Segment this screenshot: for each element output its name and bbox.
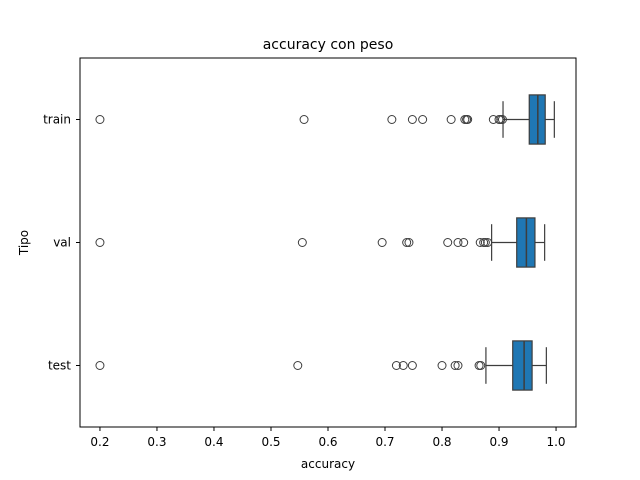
outlier-point [474,361,484,370]
outlier-point [398,361,408,370]
outlier-point [402,238,412,247]
iqr-box-test [512,340,533,391]
outlier-point [459,238,469,247]
y-tick-label: val [53,236,71,250]
x-axis-label: accuracy [301,457,355,471]
outlier-point [483,238,493,247]
outlier-point [443,238,453,247]
outlier-point [299,115,309,124]
y-axis: train val test [43,113,80,373]
outlier-point [297,238,307,247]
outlier-point [437,361,447,370]
outlier-point [453,238,463,247]
y-axis-label: Tipo [17,230,31,256]
outlier-point [480,238,490,247]
outlier-point [497,115,507,124]
outlier-point [387,115,397,124]
box-val [95,217,546,268]
x-tick-label: 0.5 [261,435,280,449]
chart-title: accuracy con peso [263,37,394,53]
x-tick-label: 0.8 [432,435,451,449]
outlier-point [391,361,401,370]
plot-area [95,94,555,391]
x-tick-label: 1.0 [546,435,565,449]
x-tick-label: 0.6 [318,435,337,449]
outlier-point [475,238,485,247]
outlier-point [453,361,463,370]
outlier-point [450,361,460,370]
outlier-point [418,115,428,124]
outlier-point [476,361,486,370]
x-tick-label: 0.4 [204,435,223,449]
x-axis: 0.2 0.3 0.4 0.5 0.6 0.7 0.8 0.9 1.0 [90,427,566,449]
y-tick-label: test [48,359,71,373]
box-train [95,94,555,145]
outlier-point [488,115,498,124]
x-tick-label: 0.2 [90,435,109,449]
outlier-point [407,361,417,370]
x-tick-label: 0.3 [147,435,166,449]
outlier-point [293,361,303,370]
x-tick-label: 0.9 [489,435,508,449]
outlier-point [95,361,105,370]
outlier-point [404,238,414,247]
outlier-point [463,115,473,124]
y-tick-label: train [43,113,71,127]
outlier-point [377,238,387,247]
outlier-point [446,115,456,124]
outlier-point [95,238,105,247]
outlier-point [407,115,417,124]
x-tick-label: 0.7 [375,435,394,449]
outlier-point [95,115,105,124]
box-test [95,340,547,391]
